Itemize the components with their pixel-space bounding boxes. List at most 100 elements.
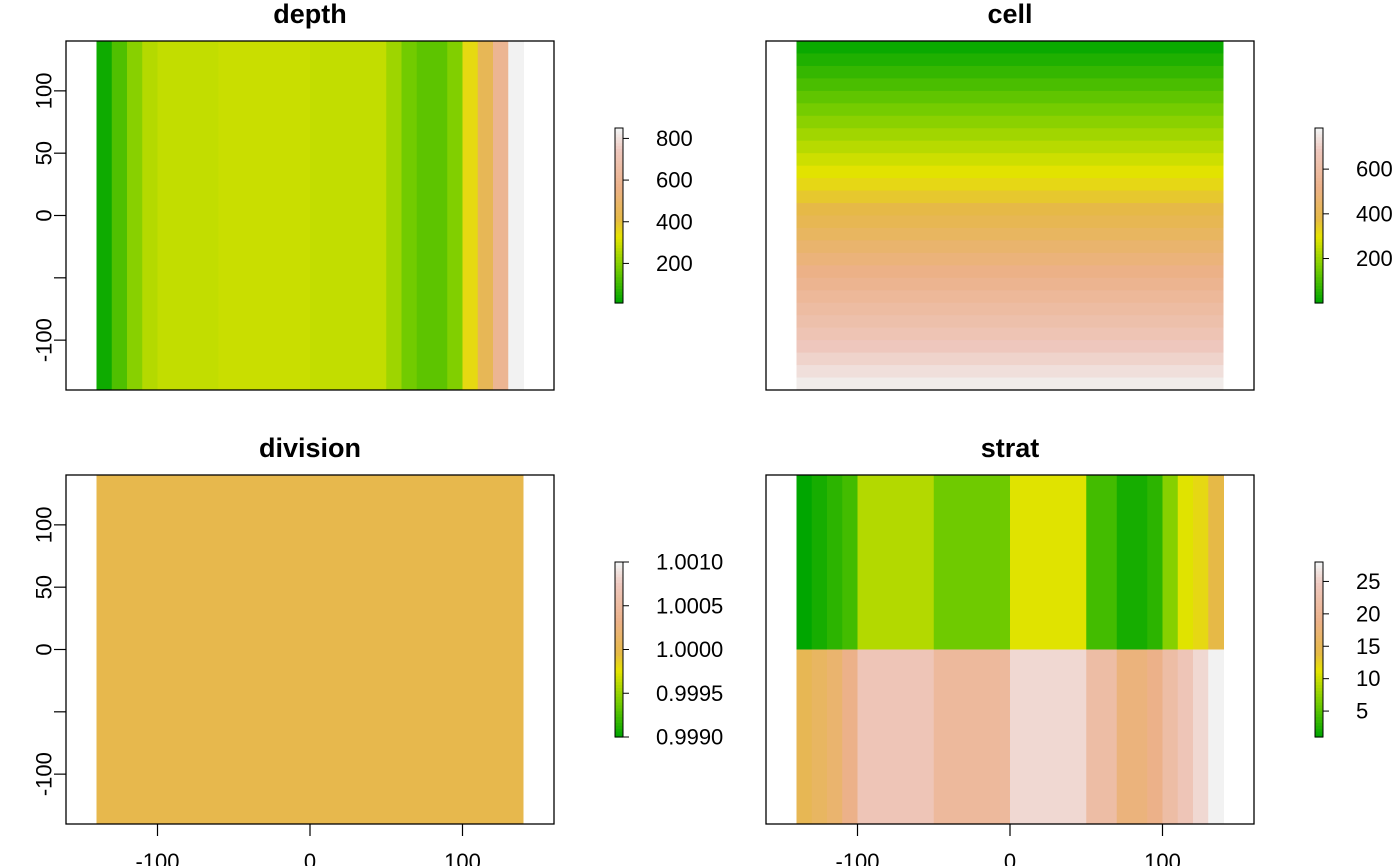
raster-cell <box>111 41 128 390</box>
colorbar-segment <box>615 285 623 290</box>
colorbar-segment <box>615 617 623 621</box>
raster-cell <box>796 327 1224 341</box>
colorbar-segment <box>1315 259 1323 263</box>
colorbar-segment <box>1315 570 1323 575</box>
colorbar-segment <box>615 241 623 246</box>
colorbar-segment <box>615 133 623 138</box>
colorbar-segment <box>1315 734 1323 738</box>
raster-cell <box>796 165 1224 179</box>
colorbar-tick-label: 20 <box>1356 601 1380 626</box>
raster-cell <box>796 128 1224 142</box>
raster-cell <box>796 153 1224 167</box>
colorbar-tick-label: 1.0000 <box>656 637 723 662</box>
colorbar-segment <box>1315 652 1323 656</box>
colorbar-segment <box>615 206 623 211</box>
colorbar-segment <box>1315 710 1323 715</box>
x-tick-label: 100 <box>1144 849 1181 866</box>
colorbar-legend: 0.9990 0.9995 1.0000 1.0005 1.0010 <box>614 550 723 750</box>
colorbar-segment <box>615 288 623 292</box>
raster-cell <box>1147 649 1163 824</box>
panel-title: depth <box>273 0 347 29</box>
colorbar-segment <box>615 227 623 231</box>
colorbar-segment <box>1315 582 1323 586</box>
colorbar-segment <box>1315 145 1323 150</box>
raster-cell <box>796 227 1224 241</box>
colorbar-segment <box>615 300 623 304</box>
colorbar-segment <box>615 669 623 674</box>
colorbar-segment <box>615 270 623 275</box>
raster-cell <box>796 203 1224 216</box>
colorbar-segment <box>615 655 623 659</box>
panel-strat: strat -100 0 100 5 10 15 20 25 <box>765 433 1380 866</box>
raster-cell <box>796 190 1224 204</box>
colorbar-segment <box>615 154 623 158</box>
colorbar-segment <box>1315 623 1323 627</box>
colorbar-segment <box>1315 614 1323 619</box>
colorbar-segment <box>615 130 623 135</box>
raster <box>96 475 524 824</box>
raster-cell <box>493 41 509 390</box>
raster-cell <box>796 340 1224 354</box>
colorbar-segment <box>1315 212 1323 217</box>
colorbar-segment <box>615 273 623 278</box>
raster-cell <box>796 115 1224 129</box>
colorbar-segment <box>615 597 623 601</box>
colorbar-segment <box>1315 282 1323 287</box>
colorbar-segment <box>615 244 623 249</box>
y-tick-label: 0 <box>32 209 57 221</box>
colorbar-segment <box>615 675 623 680</box>
colorbar-segment <box>1315 629 1323 633</box>
colorbar-segment <box>615 168 623 173</box>
colorbar-segment <box>1315 632 1323 636</box>
colorbar-segment <box>1315 157 1323 161</box>
panel-title: strat <box>981 433 1040 463</box>
colorbar-segment <box>1315 646 1323 651</box>
colorbar-segment <box>1315 617 1323 621</box>
colorbar-segment <box>615 268 623 272</box>
raster-cell <box>796 290 1224 304</box>
panel-cell: cell 200 400 600 <box>765 0 1393 391</box>
colorbar-segment <box>1315 168 1323 173</box>
colorbar-segment <box>1315 594 1323 598</box>
colorbar-segment <box>1315 154 1323 158</box>
colorbar-segment <box>615 279 623 284</box>
raster-cell <box>416 41 448 390</box>
raster-cell <box>1208 475 1224 650</box>
panel-division: division -100 0 50 100 -100 0 100 0.9990 0.9995 1.… <box>32 433 724 866</box>
colorbar-segment <box>615 608 623 613</box>
colorbar-segment <box>1315 702 1323 706</box>
colorbar-segment <box>1315 725 1323 729</box>
colorbar-frame <box>1314 561 1324 738</box>
colorbar-segment <box>1315 696 1323 700</box>
y-tick-label: -100 <box>32 318 57 362</box>
colorbar-segment <box>615 238 623 243</box>
raster-cell <box>796 315 1224 329</box>
colorbar-segment <box>1315 707 1323 712</box>
x-tick-label: 100 <box>444 849 481 866</box>
colorbar-segment <box>1315 300 1323 304</box>
colorbar-segment <box>615 183 623 187</box>
colorbar-segment <box>1315 611 1323 616</box>
colorbar-segment <box>615 646 623 651</box>
colorbar-segment <box>615 567 623 572</box>
colorbar-segment <box>615 209 623 214</box>
colorbar-segment <box>1315 203 1323 208</box>
colorbar-segment <box>615 664 623 668</box>
colorbar-segment <box>1315 270 1323 275</box>
colorbar-segment <box>615 690 623 694</box>
colorbar-segment <box>615 713 623 718</box>
colorbar-segment <box>1315 273 1323 278</box>
colorbar-tick-label: 25 <box>1356 569 1380 594</box>
colorbar-segment <box>615 189 623 193</box>
colorbar-segment <box>1315 687 1323 691</box>
colorbar-segment <box>615 716 623 721</box>
colorbar-segment <box>615 256 623 260</box>
colorbar-segment <box>615 725 623 729</box>
raster-cell <box>508 41 524 390</box>
raster-cell <box>796 65 1224 79</box>
colorbar-legend: 200 400 600 800 <box>614 126 693 304</box>
colorbar-segment <box>1315 285 1323 290</box>
raster-cell <box>157 41 219 390</box>
colorbar-segment <box>615 667 623 671</box>
raster-cell <box>1177 649 1194 824</box>
